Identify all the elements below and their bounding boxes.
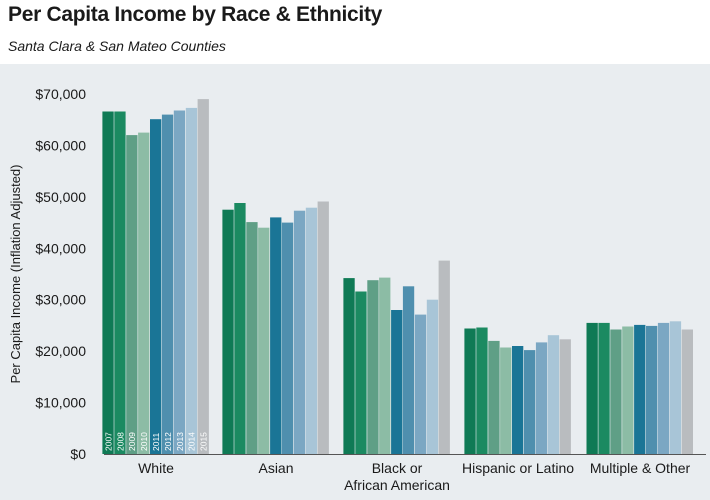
bar-2012-3: [524, 350, 536, 454]
bar-2015-0: [197, 99, 209, 454]
bar-2008-1: [234, 203, 246, 454]
bar-2013-0: [173, 110, 186, 454]
bar-2012-0: [161, 114, 174, 454]
y-tick-label: $40,000: [35, 240, 86, 256]
bars: [102, 99, 693, 455]
bar-2009-3: [488, 340, 500, 454]
year-label-2014: 2014: [187, 432, 197, 451]
bar-2015-1: [317, 201, 329, 454]
bar-2007-0: [102, 111, 114, 454]
category-label: Asian: [258, 460, 293, 476]
bar-2012-4: [646, 325, 658, 454]
year-label-2007: 2007: [103, 432, 113, 451]
bar-2011-3: [512, 346, 524, 454]
bar-2009-0: [126, 135, 138, 454]
bar-2007-2: [343, 278, 355, 454]
bar-2014-0: [185, 107, 198, 455]
bar-2011-0: [150, 119, 162, 454]
bar-2010-4: [622, 326, 634, 454]
bar-2014-2: [426, 299, 439, 454]
bar-2013-2: [414, 314, 427, 454]
category-label: Multiple & Other: [590, 460, 691, 476]
bar-2014-1: [305, 207, 318, 454]
year-label-2013: 2013: [175, 432, 185, 451]
bar-2013-4: [657, 322, 670, 454]
year-label-2009: 2009: [127, 432, 137, 451]
bar-2010-3: [500, 347, 512, 454]
y-axis-ticks: $0 $10,000 $20,000 $30,000 $40,000 $50,000 $60…: [35, 86, 86, 462]
chart-subtitle: Santa Clara & San Mateo Counties: [8, 38, 226, 54]
bar-2009-2: [367, 280, 379, 454]
year-labels: 2007 2008 2009 2010 2011 2012 2013 2014 2015: [103, 432, 208, 451]
bar-2014-4: [669, 321, 682, 454]
category-label: African American: [344, 477, 450, 493]
bar-2007-4: [586, 322, 598, 454]
year-label-2011: 2011: [151, 432, 161, 451]
bar-2011-1: [270, 217, 282, 454]
y-tick-label: $70,000: [35, 86, 86, 102]
y-tick-label: $60,000: [35, 137, 86, 153]
bar-2008-4: [598, 322, 610, 454]
bar-2011-4: [634, 324, 646, 454]
bar-2008-3: [476, 327, 488, 454]
bar-2009-4: [610, 329, 622, 454]
bar-2007-3: [464, 328, 476, 454]
chart-title: Per Capita Income by Race & Ethnicity: [8, 3, 383, 26]
y-tick-label: $10,000: [35, 395, 86, 411]
y-tick-label: $50,000: [35, 189, 86, 205]
y-axis-title: Per Capita Income (Inflation Adjusted): [8, 165, 23, 384]
bar-2008-0: [114, 111, 126, 454]
y-tick-label: $0: [70, 446, 86, 462]
y-axis-label: Per Capita Income (Inflation Adjusted): [8, 165, 23, 384]
bar-2010-1: [258, 227, 270, 454]
year-label-2015: 2015: [199, 432, 209, 451]
category-label: Hispanic or Latino: [462, 460, 574, 476]
year-label-2012: 2012: [163, 432, 173, 451]
y-tick-label: $20,000: [35, 343, 86, 359]
bar-2009-1: [246, 222, 258, 454]
bar-2013-1: [293, 210, 306, 454]
category-label: White: [138, 460, 174, 476]
bar-2015-2: [438, 260, 450, 454]
bar-2015-3: [559, 339, 571, 454]
category-label: Black or: [372, 460, 423, 476]
bar-2012-1: [281, 222, 294, 454]
bar-2010-2: [379, 277, 391, 454]
bar-2007-1: [222, 209, 234, 454]
year-label-2008: 2008: [115, 432, 125, 451]
year-label-2010: 2010: [139, 432, 149, 451]
bar-2011-2: [391, 310, 403, 454]
bar-2013-3: [535, 342, 548, 454]
y-tick-label: $30,000: [35, 292, 86, 308]
bar-2015-4: [681, 329, 693, 454]
bar-2012-2: [402, 286, 415, 454]
bar-2008-2: [355, 291, 367, 454]
bar-2010-0: [138, 132, 150, 454]
bar-2014-3: [547, 335, 560, 454]
